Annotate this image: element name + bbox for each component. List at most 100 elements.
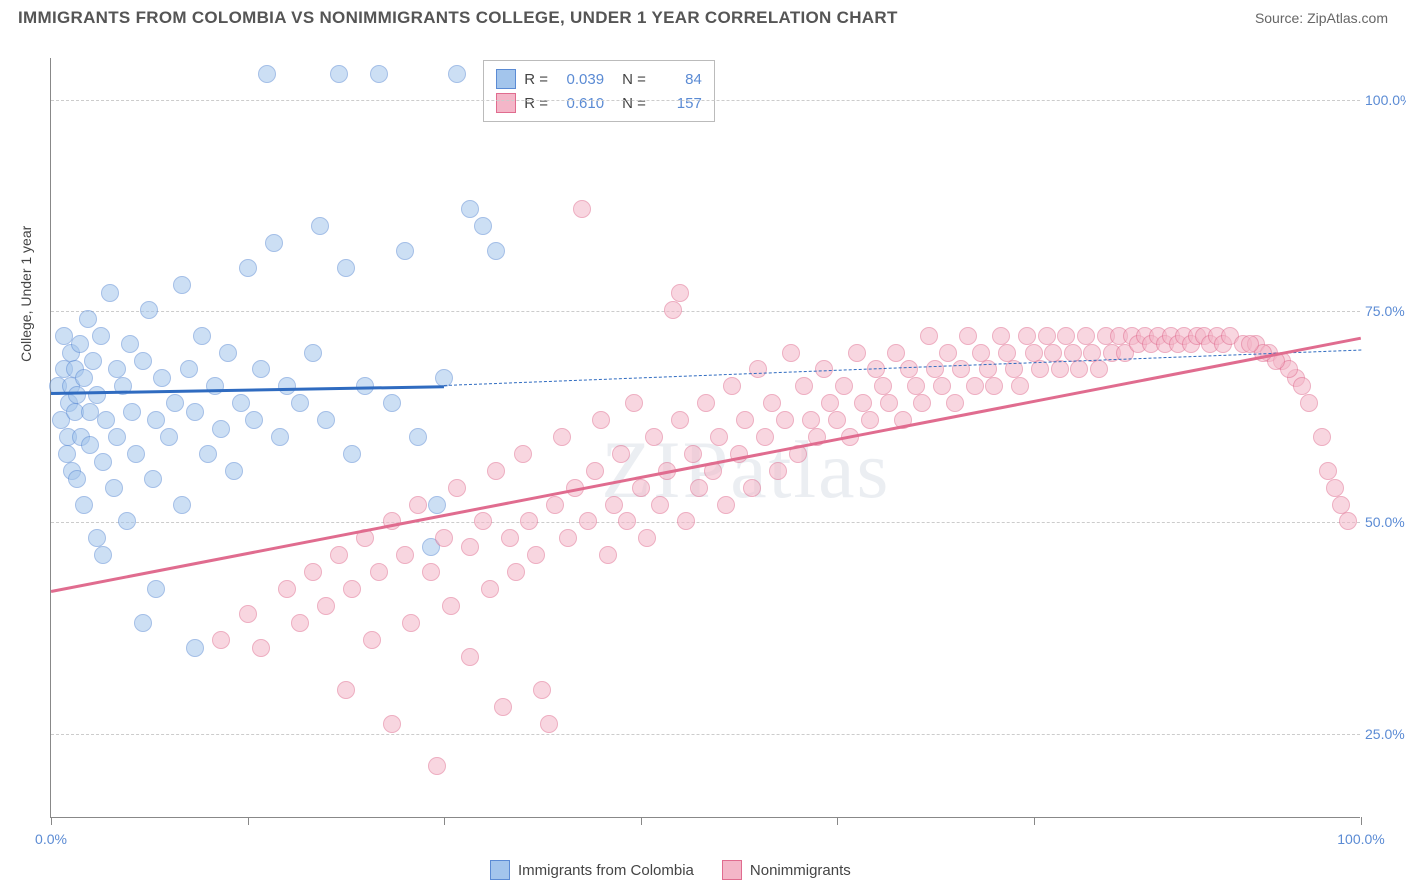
stat-n-value: 157 bbox=[654, 95, 702, 112]
data-point bbox=[671, 284, 689, 302]
data-point bbox=[1057, 327, 1075, 345]
data-point bbox=[428, 757, 446, 775]
data-point bbox=[900, 360, 918, 378]
legend-swatch bbox=[490, 860, 510, 880]
data-point bbox=[743, 479, 761, 497]
legend-swatch bbox=[722, 860, 742, 880]
data-point bbox=[199, 445, 217, 463]
data-point bbox=[212, 420, 230, 438]
data-point bbox=[448, 65, 466, 83]
data-point bbox=[520, 512, 538, 530]
legend-label: Nonimmigrants bbox=[750, 862, 851, 879]
data-point bbox=[173, 496, 191, 514]
x-tick bbox=[444, 817, 445, 825]
data-point bbox=[225, 462, 243, 480]
data-point bbox=[435, 529, 453, 547]
data-point bbox=[343, 445, 361, 463]
data-point bbox=[952, 360, 970, 378]
y-tick-label: 75.0% bbox=[1365, 303, 1406, 319]
data-point bbox=[409, 496, 427, 514]
data-point bbox=[874, 377, 892, 395]
chart-title: IMMIGRANTS FROM COLOMBIA VS NONIMMIGRANT… bbox=[18, 8, 898, 28]
legend-swatch bbox=[496, 93, 516, 113]
data-point bbox=[474, 217, 492, 235]
data-point bbox=[559, 529, 577, 547]
data-point bbox=[160, 428, 178, 446]
trend-line bbox=[51, 385, 444, 394]
data-point bbox=[776, 411, 794, 429]
legend-item: Nonimmigrants bbox=[722, 858, 851, 882]
stats-legend-box: R =0.039N =84R =0.610N =157 bbox=[483, 60, 715, 122]
data-point bbox=[1044, 344, 1062, 362]
data-point bbox=[101, 284, 119, 302]
data-point bbox=[487, 242, 505, 260]
data-point bbox=[180, 360, 198, 378]
source-label: Source: ZipAtlas.com bbox=[1255, 10, 1388, 26]
y-tick-label: 100.0% bbox=[1365, 92, 1406, 108]
data-point bbox=[992, 327, 1010, 345]
data-point bbox=[710, 428, 728, 446]
data-point bbox=[337, 259, 355, 277]
data-point bbox=[402, 614, 420, 632]
x-tick bbox=[837, 817, 838, 825]
data-point bbox=[239, 605, 257, 623]
data-point bbox=[147, 411, 165, 429]
data-point bbox=[586, 462, 604, 480]
data-point bbox=[68, 470, 86, 488]
data-point bbox=[186, 639, 204, 657]
stat-r-label: R = bbox=[524, 95, 548, 112]
data-point bbox=[134, 614, 152, 632]
data-point bbox=[311, 217, 329, 235]
data-point bbox=[219, 344, 237, 362]
data-point bbox=[553, 428, 571, 446]
data-point bbox=[474, 512, 492, 530]
x-tick bbox=[51, 817, 52, 825]
data-point bbox=[1077, 327, 1095, 345]
data-point bbox=[1293, 377, 1311, 395]
data-point bbox=[1038, 327, 1056, 345]
data-point bbox=[134, 352, 152, 370]
data-point bbox=[1018, 327, 1036, 345]
data-point bbox=[527, 546, 545, 564]
data-point bbox=[501, 529, 519, 547]
data-point bbox=[94, 546, 112, 564]
y-tick-label: 25.0% bbox=[1365, 726, 1406, 742]
data-point bbox=[514, 445, 532, 463]
data-point bbox=[252, 360, 270, 378]
data-point bbox=[684, 445, 702, 463]
data-point bbox=[763, 394, 781, 412]
data-point bbox=[166, 394, 184, 412]
data-point bbox=[920, 327, 938, 345]
data-point bbox=[861, 411, 879, 429]
data-point bbox=[88, 529, 106, 547]
y-tick-label: 50.0% bbox=[1365, 514, 1406, 530]
data-point bbox=[118, 512, 136, 530]
x-tick bbox=[641, 817, 642, 825]
data-point bbox=[94, 453, 112, 471]
data-point bbox=[717, 496, 735, 514]
data-point bbox=[343, 580, 361, 598]
stats-row: R =0.610N =157 bbox=[496, 91, 702, 115]
gridline-h bbox=[51, 734, 1360, 735]
data-point bbox=[546, 496, 564, 514]
data-point bbox=[363, 631, 381, 649]
stat-r-value: 0.039 bbox=[556, 71, 604, 88]
data-point bbox=[461, 648, 479, 666]
data-point bbox=[81, 436, 99, 454]
data-point bbox=[108, 360, 126, 378]
data-point bbox=[1241, 335, 1259, 353]
data-point bbox=[75, 496, 93, 514]
data-point bbox=[105, 479, 123, 497]
data-point bbox=[573, 200, 591, 218]
data-point bbox=[232, 394, 250, 412]
data-point bbox=[88, 386, 106, 404]
data-point bbox=[108, 428, 126, 446]
data-point bbox=[193, 327, 211, 345]
data-point bbox=[913, 394, 931, 412]
data-point bbox=[802, 411, 820, 429]
data-point bbox=[71, 335, 89, 353]
chart-plot-area: ZIPatlas R =0.039N =84R =0.610N =157 25.… bbox=[50, 58, 1360, 818]
data-point bbox=[618, 512, 636, 530]
data-point bbox=[769, 462, 787, 480]
data-point bbox=[907, 377, 925, 395]
